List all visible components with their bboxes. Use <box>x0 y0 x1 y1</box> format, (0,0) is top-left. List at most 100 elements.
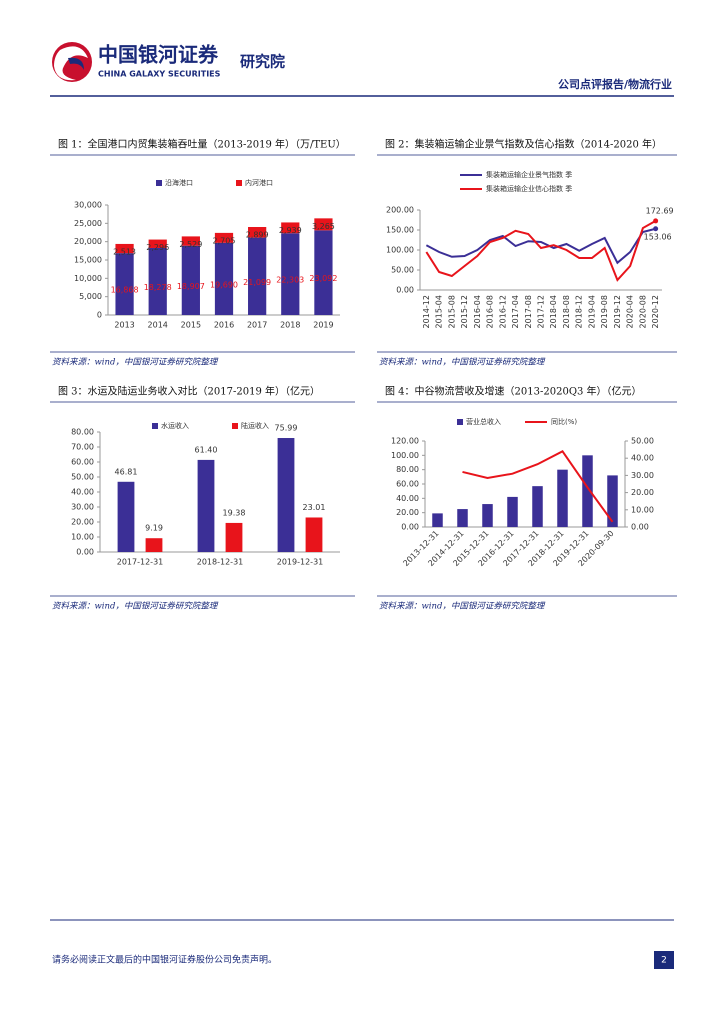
y-tick-label: 60.00 <box>396 480 419 489</box>
bar <box>117 481 135 552</box>
source: 资料来源：wind，中国银河证券研究院整理 <box>52 357 219 368</box>
bar <box>214 242 234 315</box>
value-label: 9.19 <box>145 524 163 533</box>
value-label: 2,513 <box>113 247 136 256</box>
logo <box>52 42 92 82</box>
value-label: 18,907 <box>177 282 205 291</box>
value-label: 19,690 <box>210 280 238 289</box>
logo-en: CHINA GALAXY SECURITIES <box>98 70 221 79</box>
x-tick-label: 2019-04 <box>587 295 596 328</box>
legend-swatch <box>232 423 238 429</box>
bar <box>148 239 167 248</box>
y-tick-label: 15,000 <box>74 256 102 265</box>
bar <box>582 455 593 527</box>
x-tick-label: 2018 <box>280 321 300 330</box>
legend-swatch <box>152 423 158 429</box>
legend-label: 水运收入 <box>161 421 189 430</box>
bar <box>281 233 300 315</box>
x-tick-label: 2015 <box>181 321 201 330</box>
bar <box>314 230 333 315</box>
y-tick-label: 200.00 <box>386 206 414 215</box>
y-tick-label: 120.00 <box>391 437 419 446</box>
y-tick-label: 80.00 <box>396 465 419 474</box>
y-tick-label: 0.00 <box>396 286 414 295</box>
disclaimer: 请务必阅读正文最后的中国银河证券股份公司免责声明。 <box>52 954 277 966</box>
legend-label: 内河港口 <box>245 178 273 187</box>
x-tick-label: 2020-12 <box>651 295 660 328</box>
end-dot <box>653 226 659 232</box>
source: 资料来源：wind，中国银河证券研究院整理 <box>379 601 546 612</box>
legend-label: 集装箱运输企业景气指数 季 <box>486 170 572 179</box>
y-tick-label: 50.00 <box>391 266 414 275</box>
chart-title: 图 2：集装箱运输企业景气指数及信心指数（2014-2020 年） <box>385 138 662 151</box>
x-tick-label: 2014-12 <box>422 295 431 328</box>
legend-label: 营业总收入 <box>466 417 501 426</box>
line <box>425 227 656 265</box>
bar <box>281 222 300 234</box>
value-label: 46.81 <box>115 467 138 476</box>
x-tick-label: 2019-08 <box>600 295 609 328</box>
y-tick-label: 150.00 <box>386 226 414 235</box>
x-tick-label: 2018-04 <box>549 295 558 328</box>
bar <box>314 218 333 231</box>
x-tick-label: 2014 <box>148 321 168 330</box>
report-type: 公司点评报告/物流行业 <box>558 77 672 91</box>
y-tick-label: 50.00 <box>71 473 94 482</box>
x-tick-label: 2015-12 <box>460 295 469 328</box>
x-tick-label: 2016-04 <box>473 295 482 328</box>
legend-label: 陆运收入 <box>241 421 269 430</box>
value-label: 23,092 <box>309 274 337 283</box>
x-tick-label: 2018-12-31 <box>197 558 244 567</box>
bar <box>305 517 323 552</box>
bar <box>145 538 163 552</box>
bar <box>148 247 167 315</box>
y-tick-label: 0.00 <box>401 523 419 532</box>
chart-title: 图 1：全国港口内贸集装箱吞吐量（2013-2019 年）（万/TEU） <box>58 138 346 151</box>
value-label: 2,529 <box>179 240 202 249</box>
x-tick-label: 2015-04 <box>435 295 444 328</box>
y-tick-label: 30,000 <box>74 201 102 210</box>
bar <box>432 513 443 527</box>
x-tick-label: 2017-08 <box>524 295 533 328</box>
value-label: 2,899 <box>246 231 269 240</box>
y-tick-label: 10.00 <box>71 533 94 542</box>
value-label: 2,705 <box>213 236 236 245</box>
x-tick-label: 2018-12 <box>575 295 584 328</box>
legend-label: 沿海港口 <box>165 178 193 187</box>
legend-label: 集装箱运输企业信心指数 季 <box>486 184 572 193</box>
y2-tick-label: 0.00 <box>631 523 649 532</box>
value-label: 18,278 <box>144 283 172 292</box>
chart-title: 图 3：水运及陆运业务收入对比（2017-2019 年）（亿元） <box>58 385 320 398</box>
bar <box>607 475 618 527</box>
legend-label: 同比(%) <box>551 417 577 426</box>
x-tick-label: 2016-12 <box>498 295 507 328</box>
line <box>462 450 614 523</box>
y2-tick-label: 30.00 <box>631 471 654 480</box>
y2-tick-label: 40.00 <box>631 454 654 463</box>
bar <box>181 245 200 315</box>
value-label: 2,939 <box>279 226 302 235</box>
value-label: 23.01 <box>303 503 326 512</box>
institute: 研究院 <box>240 53 285 71</box>
y-tick-label: 20.00 <box>71 518 94 527</box>
bar <box>277 438 295 552</box>
bar <box>181 236 200 246</box>
x-tick-label: 2017-04 <box>511 295 520 328</box>
value-label: 22,303 <box>276 276 304 285</box>
y-tick-label: 60.00 <box>71 458 94 467</box>
value-label: 3,265 <box>312 222 335 231</box>
x-tick-label: 2017 <box>247 321 267 330</box>
y-tick-label: 100.00 <box>386 246 414 255</box>
value-label: 75.99 <box>275 424 298 433</box>
bar <box>214 232 234 243</box>
end-dot <box>653 218 659 224</box>
x-tick-label: 2020-08 <box>638 295 647 328</box>
bar <box>557 469 568 527</box>
logo-cn: 中国银河证券 <box>98 43 219 67</box>
y2-tick-label: 50.00 <box>631 437 654 446</box>
y-tick-label: 80.00 <box>71 428 94 437</box>
x-tick-label: 2017-12-31 <box>117 558 164 567</box>
x-tick-label: 2019 <box>313 321 333 330</box>
logo-swirl <box>68 57 84 70</box>
